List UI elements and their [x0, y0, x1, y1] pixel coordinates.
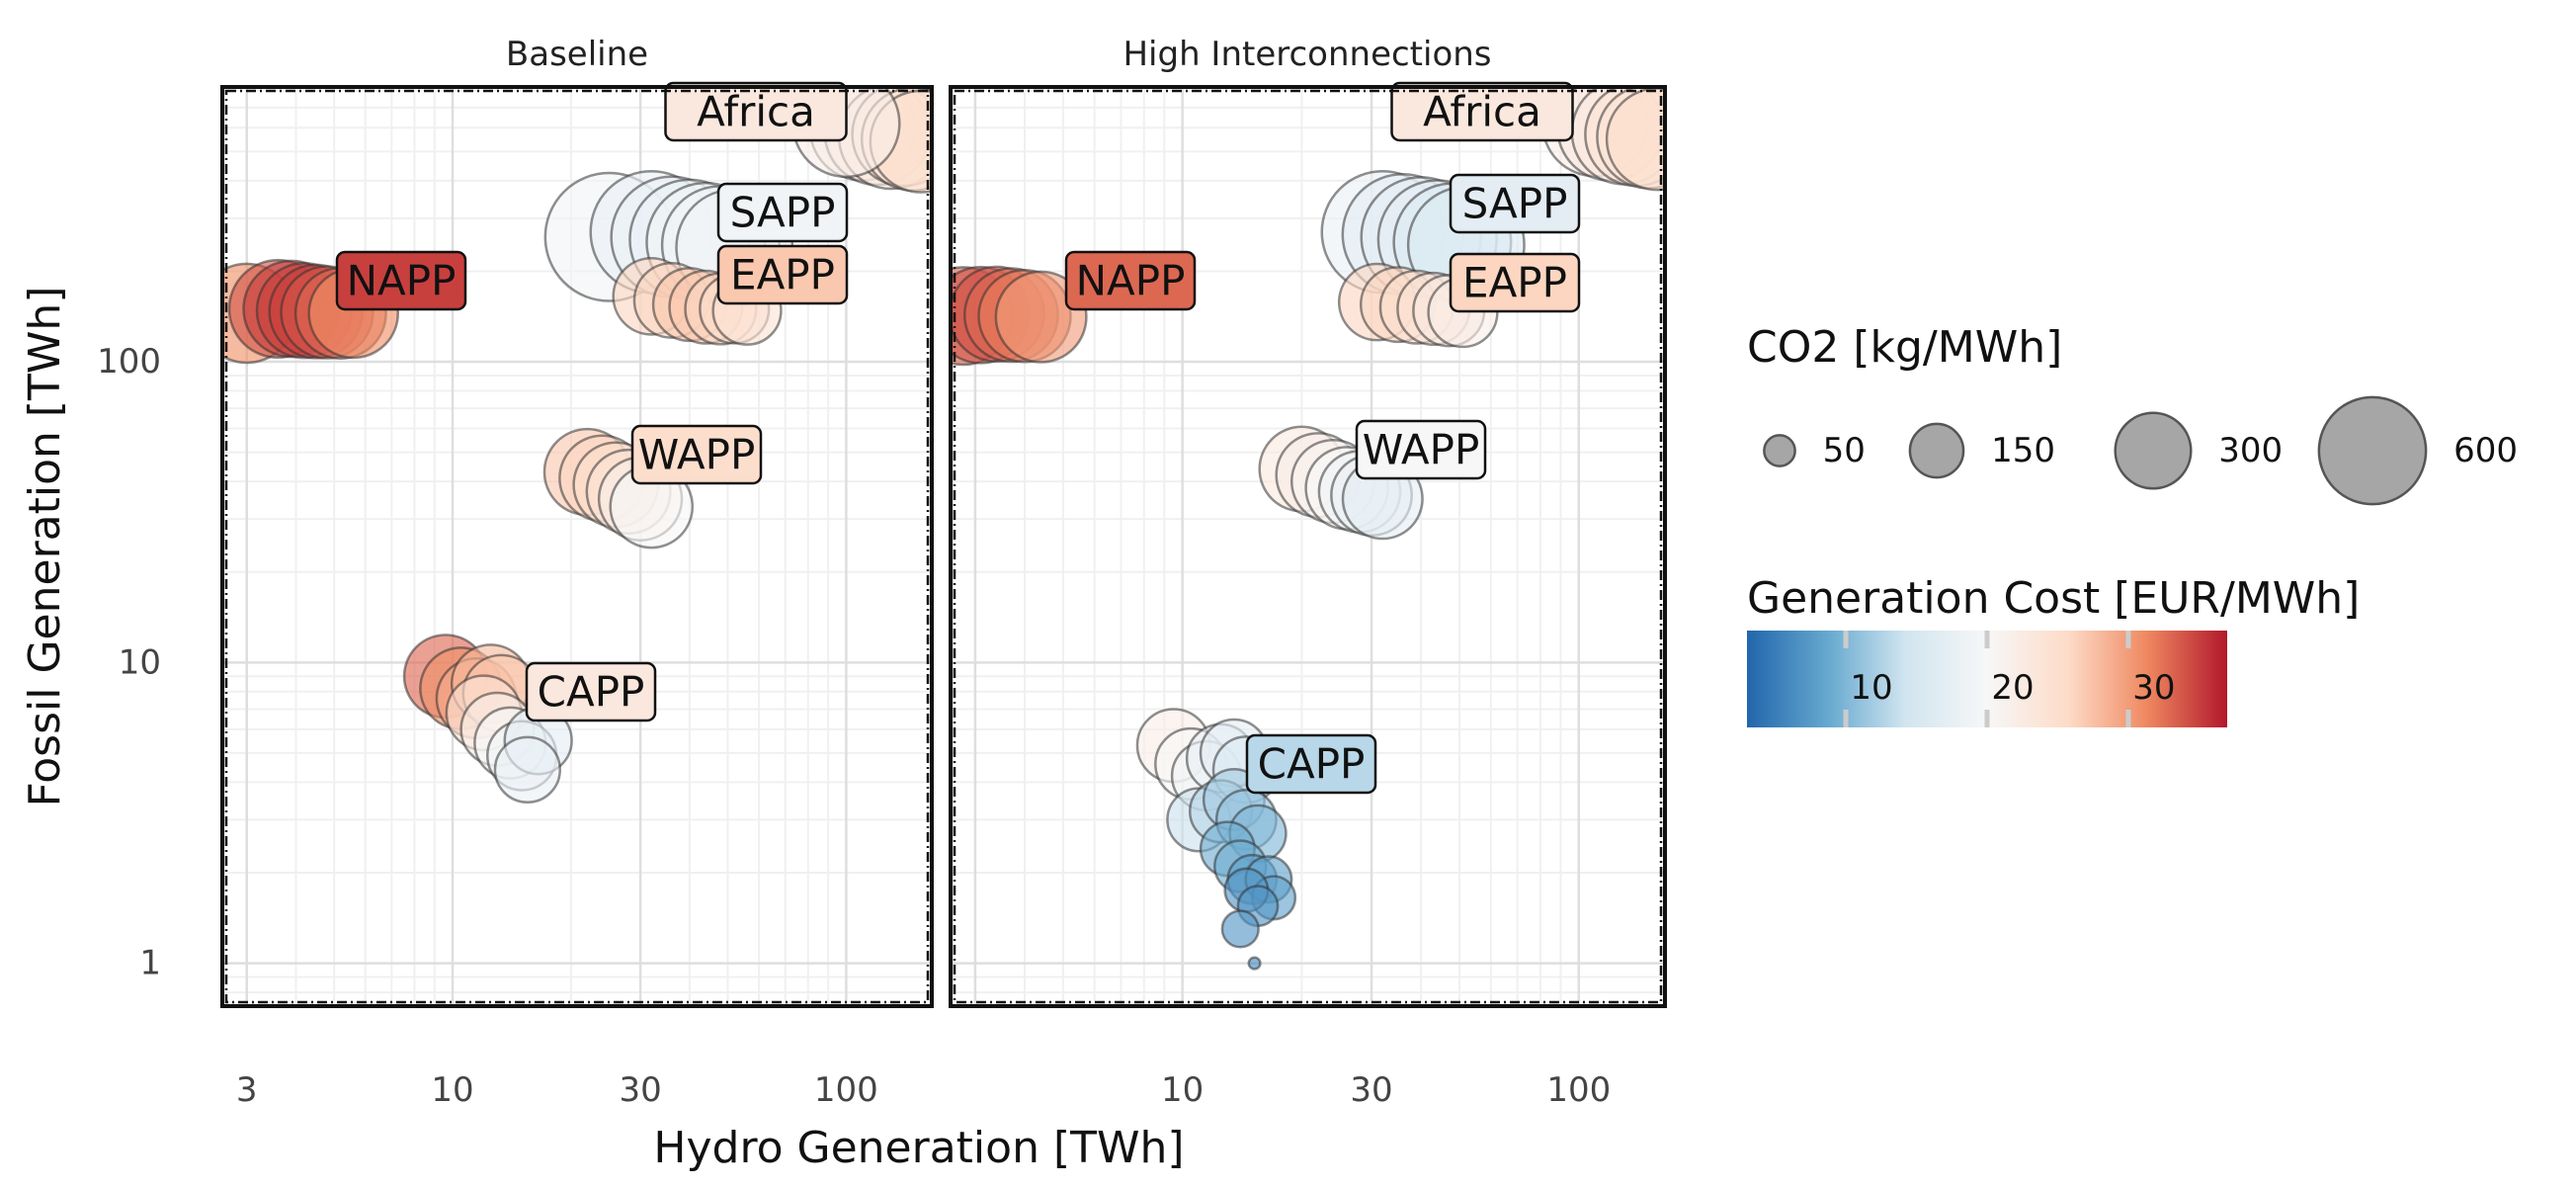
- svg-text:Africa: Africa: [697, 88, 815, 136]
- svg-text:NAPP: NAPP: [1076, 257, 1186, 305]
- data-point: [994, 270, 1088, 364]
- svg-text:EAPP: EAPP: [1462, 259, 1567, 307]
- svg-text:SAPP: SAPP: [1462, 180, 1568, 228]
- region-label-napp: NAPP: [1064, 250, 1197, 311]
- color-legend-title: Generation Cost [EUR/MWh]: [1747, 573, 2360, 624]
- color-legend: Generation Cost [EUR/MWh] 10 20 30: [1747, 573, 2360, 727]
- data-point: [493, 735, 561, 804]
- x-axis-label: Hydro Generation [TWh]: [653, 1123, 1184, 1173]
- region-label-africa: Africa: [664, 81, 848, 142]
- svg-text:SAPP: SAPP: [730, 189, 836, 237]
- size-legend-label: 600: [2453, 431, 2518, 470]
- svg-text:WAPP: WAPP: [1363, 426, 1480, 474]
- series-capp: [1135, 708, 1297, 971]
- x-tick-label: 30: [1350, 1070, 1392, 1110]
- series-capp: [402, 634, 573, 804]
- size-legend-label: 50: [1823, 431, 1866, 470]
- series-napp: [951, 265, 1088, 367]
- svg-text:CAPP: CAPP: [538, 668, 645, 717]
- region-label-sapp: SAPP: [1449, 173, 1581, 234]
- svg-text:WAPP: WAPP: [638, 431, 756, 479]
- panel-high-interconnections: Africa SAPP EAPP NAPP WAPP CAPP: [949, 81, 1667, 1008]
- size-legend-label: 300: [2218, 431, 2283, 470]
- data-point: [1605, 87, 1665, 192]
- region-label-africa: Africa: [1390, 81, 1574, 142]
- svg-text:EAPP: EAPP: [730, 251, 835, 299]
- y-tick-label: 10: [119, 642, 161, 682]
- y-tick-label: 1: [139, 944, 161, 983]
- svg-text:NAPP: NAPP: [347, 257, 457, 305]
- x-tick-label: 30: [619, 1070, 661, 1110]
- colorbar-tick-label: 20: [1991, 668, 2034, 708]
- colorbar-tick-label: 10: [1850, 668, 1892, 708]
- region-label-wapp: WAPP: [1355, 419, 1487, 480]
- panel-title-baseline: Baseline: [506, 35, 648, 74]
- region-label-capp: CAPP: [1245, 733, 1377, 795]
- region-label-eapp: EAPP: [1449, 252, 1581, 313]
- size-legend-swatch: [1908, 422, 1965, 479]
- size-legend-swatch: [2114, 411, 2193, 490]
- x-tick-label: 10: [431, 1070, 473, 1110]
- x-axis-ticks: 3 10 30 100 10 30 100: [236, 1070, 1611, 1110]
- region-label-napp: NAPP: [335, 250, 467, 311]
- y-axis-ticks: 1 10 100: [97, 342, 161, 983]
- region-label-wapp: WAPP: [630, 424, 763, 485]
- y-tick-label: 100: [97, 342, 161, 382]
- region-label-eapp: EAPP: [716, 244, 849, 305]
- svg-text:Africa: Africa: [1423, 88, 1541, 136]
- series-africa: [1540, 87, 1665, 192]
- x-tick-label: 10: [1161, 1070, 1204, 1110]
- x-tick-label: 3: [236, 1070, 258, 1110]
- size-legend-swatch: [1763, 434, 1796, 467]
- data-point: [1220, 909, 1260, 949]
- region-label-sapp: SAPP: [716, 182, 849, 243]
- region-label-capp: CAPP: [525, 661, 657, 722]
- svg-text:CAPP: CAPP: [1258, 740, 1366, 789]
- x-tick-label: 100: [814, 1070, 878, 1110]
- x-tick-label: 100: [1546, 1070, 1611, 1110]
- size-legend-swatch: [2317, 395, 2428, 506]
- panel-title-high-interconnections: High Interconnections: [1122, 35, 1491, 74]
- panel-baseline: Africa SAPP EAPP NAPP WAPP CAPP: [220, 81, 934, 1008]
- size-legend: CO2 [kg/MWh] 50 150 300 600: [1747, 322, 2518, 506]
- size-legend-label: 150: [1991, 431, 2055, 470]
- size-legend-title: CO2 [kg/MWh]: [1747, 322, 2062, 373]
- colorbar-tick-label: 30: [2132, 668, 2175, 708]
- y-axis-label: Fossil Generation [TWh]: [20, 287, 70, 807]
- data-point: [1247, 956, 1262, 971]
